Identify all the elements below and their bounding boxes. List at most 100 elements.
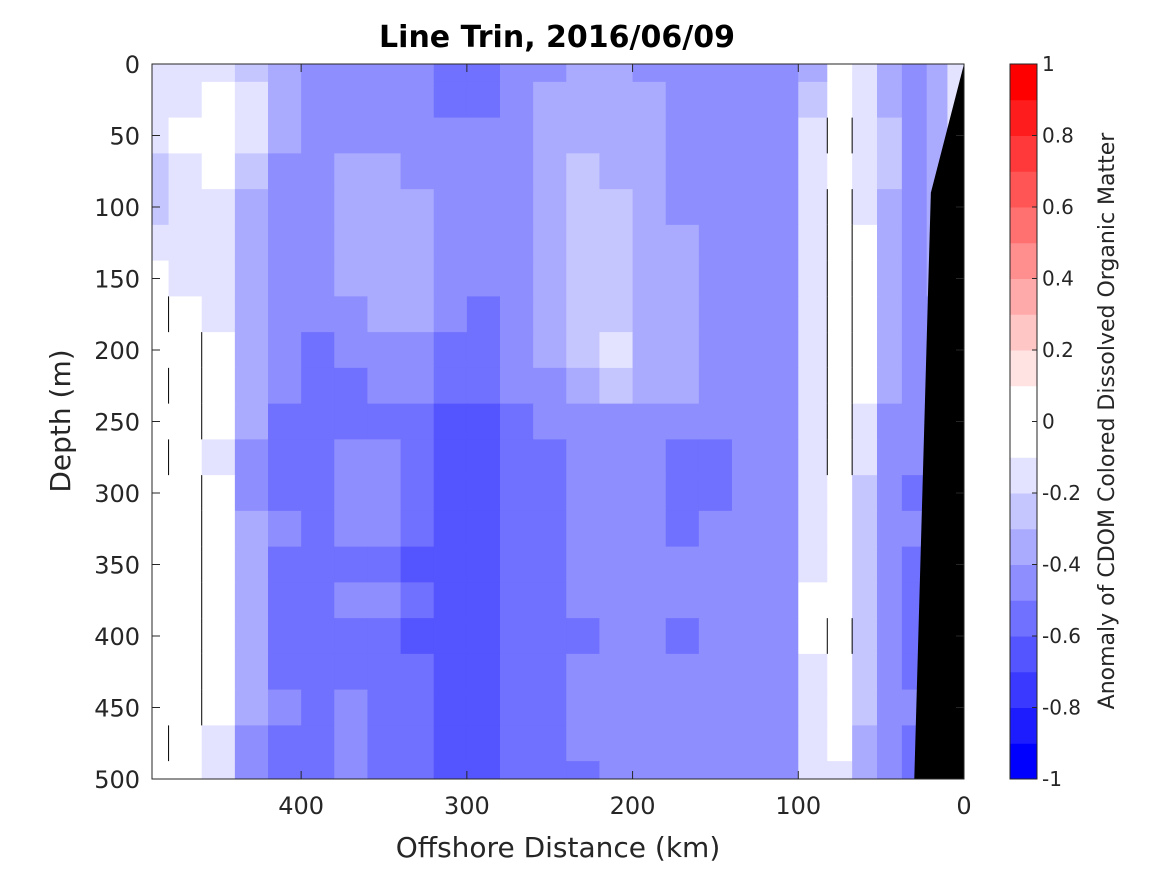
heatmap-cell bbox=[201, 403, 236, 440]
heatmap-cell bbox=[334, 117, 369, 154]
heatmap-cell bbox=[268, 689, 302, 726]
heatmap-cell bbox=[798, 64, 828, 83]
heatmap-cell bbox=[665, 64, 700, 83]
heatmap-cell bbox=[852, 510, 878, 548]
heatmap-cell bbox=[665, 689, 700, 726]
heatmap-cell bbox=[632, 653, 667, 691]
heatmap-cell bbox=[665, 296, 700, 333]
heatmap-cell bbox=[877, 81, 903, 119]
heatmap-cell bbox=[798, 761, 828, 779]
heatmap-cell bbox=[268, 189, 302, 226]
heatmap-cell bbox=[698, 367, 733, 405]
heatmap-cell bbox=[665, 367, 700, 405]
heatmap-cell bbox=[827, 689, 853, 726]
heatmap-cell bbox=[168, 81, 203, 119]
heatmap-cell bbox=[632, 332, 667, 369]
colorbar-tick-label: -0.2 bbox=[1042, 481, 1081, 505]
heatmap-cell bbox=[334, 64, 369, 83]
heatmap-cell bbox=[798, 296, 828, 333]
heatmap-cell bbox=[732, 296, 766, 333]
heatmap-cell bbox=[827, 153, 853, 190]
heatmap-cell bbox=[152, 761, 170, 779]
colorbar-title: Anomaly of CDOM Colored Dissolved Organi… bbox=[1095, 132, 1120, 710]
heatmap-cell bbox=[152, 439, 170, 476]
heatmap-cell bbox=[901, 332, 928, 369]
heatmap-cell bbox=[599, 260, 634, 297]
heatmap-cell bbox=[765, 618, 799, 655]
heatmap-cell bbox=[947, 64, 964, 83]
heatmap-cell bbox=[599, 296, 634, 333]
heatmap-cell bbox=[566, 510, 601, 548]
heatmap-cell bbox=[732, 653, 766, 691]
heatmap-cell bbox=[466, 689, 501, 726]
heatmap-cell bbox=[732, 689, 766, 726]
heatmap-cell bbox=[168, 725, 203, 762]
heatmap-cell bbox=[798, 367, 828, 405]
heatmap-cell bbox=[334, 546, 369, 583]
heatmap-cell bbox=[926, 117, 949, 154]
heatmap-cell bbox=[765, 510, 799, 548]
heatmap-cell bbox=[433, 403, 468, 440]
heatmap-cell bbox=[877, 439, 903, 476]
y-tick-label: 0 bbox=[125, 51, 140, 79]
heatmap-cell bbox=[566, 689, 601, 726]
heatmap-cell bbox=[566, 117, 601, 154]
heatmap-cell bbox=[852, 260, 878, 297]
heatmap-cell bbox=[632, 618, 667, 655]
y-tick-label: 250 bbox=[94, 409, 140, 437]
heatmap-cell bbox=[533, 689, 567, 726]
heatmap-cell bbox=[500, 367, 534, 405]
heatmap-cell bbox=[168, 546, 203, 583]
heatmap-cell bbox=[665, 582, 700, 619]
heatmap-cell bbox=[466, 653, 501, 691]
heatmap-cell bbox=[852, 117, 878, 154]
heatmap-cell bbox=[599, 582, 634, 619]
heatmap-cell bbox=[400, 618, 435, 655]
heatmap-cell bbox=[466, 224, 501, 262]
heatmap-cell bbox=[798, 260, 828, 297]
heatmap-cell bbox=[301, 367, 335, 405]
heatmap-cell bbox=[533, 296, 567, 333]
heatmap-cell bbox=[665, 81, 700, 119]
heatmap-cell bbox=[698, 582, 733, 619]
colorbar-swatch bbox=[1010, 278, 1037, 315]
heatmap-cell bbox=[901, 117, 928, 154]
heatmap-cell bbox=[400, 117, 435, 154]
heatmap-cell bbox=[827, 761, 853, 779]
heatmap-cell bbox=[234, 546, 269, 583]
heatmap-cell bbox=[599, 475, 634, 512]
heatmap-cell bbox=[301, 260, 335, 297]
heatmap-cell bbox=[268, 403, 302, 440]
heatmap-cell bbox=[466, 81, 501, 119]
heatmap-cell bbox=[665, 439, 700, 476]
heatmap-cell bbox=[367, 64, 402, 83]
heatmap-cell bbox=[877, 117, 903, 154]
heatmap-cell bbox=[798, 117, 828, 154]
heatmap-cell bbox=[466, 64, 501, 83]
heatmap-cell bbox=[632, 117, 667, 154]
heatmap-cell bbox=[852, 81, 878, 119]
heatmap-cell bbox=[367, 725, 402, 762]
heatmap-cell bbox=[732, 153, 766, 190]
heatmap-cell bbox=[632, 510, 667, 548]
heatmap-cell bbox=[152, 367, 170, 405]
heatmap-cell bbox=[367, 81, 402, 119]
colorbar-swatch bbox=[1010, 528, 1037, 565]
x-tick-label: 300 bbox=[444, 792, 490, 820]
heatmap-cell bbox=[827, 582, 853, 619]
heatmap-cell bbox=[433, 689, 468, 726]
heatmap-cell bbox=[533, 189, 567, 226]
heatmap-cell bbox=[334, 689, 369, 726]
heatmap-cell bbox=[466, 761, 501, 779]
heatmap-cell bbox=[234, 761, 269, 779]
heatmap-cell bbox=[665, 224, 700, 262]
heatmap-cell bbox=[466, 260, 501, 297]
heatmap-cell bbox=[367, 367, 402, 405]
heatmap-cell bbox=[201, 260, 236, 297]
heatmap-cell bbox=[400, 761, 435, 779]
heatmap-cell bbox=[500, 81, 534, 119]
heatmap-cell bbox=[334, 439, 369, 476]
heatmap-cell bbox=[500, 153, 534, 190]
heatmap-cell bbox=[566, 332, 601, 369]
heatmap-cell bbox=[201, 332, 236, 369]
